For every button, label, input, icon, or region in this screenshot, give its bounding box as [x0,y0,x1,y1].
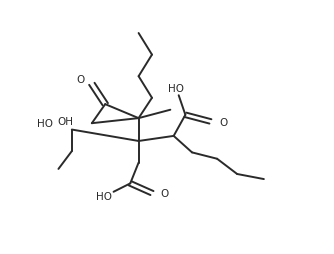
Text: O: O [76,75,84,85]
Text: HO: HO [168,84,184,94]
Text: OH: OH [57,117,73,127]
Text: O: O [161,189,169,199]
Text: HO: HO [96,192,112,202]
Text: O: O [219,118,227,129]
Text: HO: HO [37,119,53,130]
